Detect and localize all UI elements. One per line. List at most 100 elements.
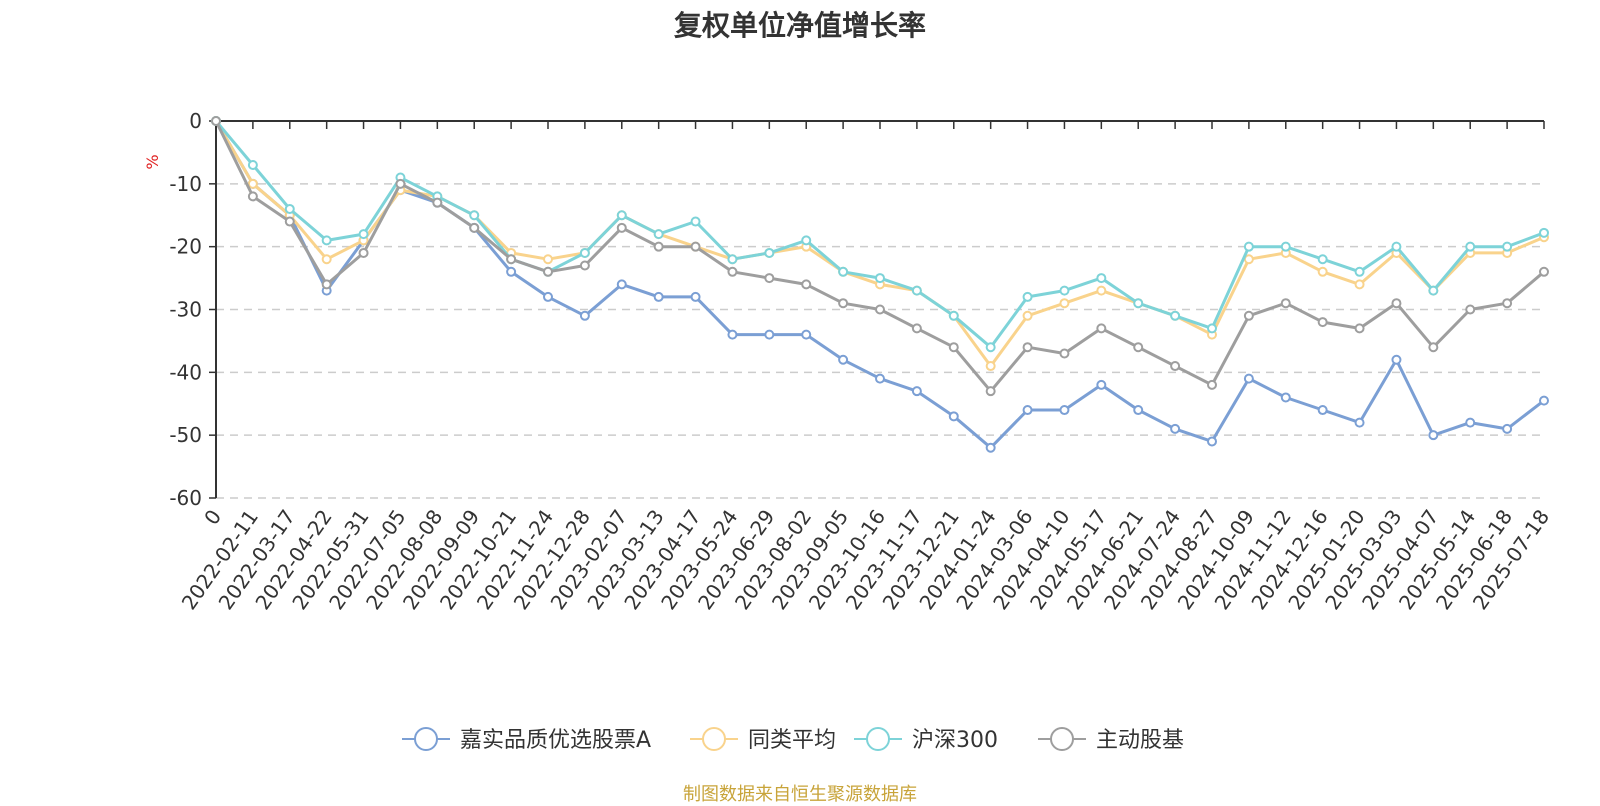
data-point	[1317, 266, 1328, 277]
data-point	[690, 241, 701, 252]
data-point	[1133, 298, 1144, 309]
data-point	[911, 285, 922, 296]
data-point	[948, 310, 959, 321]
legend-label: 沪深300	[912, 728, 998, 753]
data-point	[1243, 310, 1254, 321]
data-point	[1391, 354, 1402, 365]
data-point	[358, 229, 369, 240]
legend-item[interactable]: 嘉实品质优选股票A	[402, 727, 651, 753]
data-point	[985, 342, 996, 353]
data-point	[1096, 273, 1107, 284]
data-point	[985, 361, 996, 372]
data-point	[247, 178, 258, 189]
data-point	[1428, 342, 1439, 353]
data-point	[764, 273, 775, 284]
data-point	[616, 210, 627, 221]
data-point	[1465, 241, 1476, 252]
y-tick-label: 0	[189, 109, 202, 133]
data-point	[616, 222, 627, 233]
data-point	[1022, 405, 1033, 416]
data-point	[1317, 317, 1328, 328]
data-point	[801, 279, 812, 290]
data-point	[543, 266, 553, 277]
x-tick-label: 0	[199, 505, 226, 529]
data-point	[1317, 405, 1328, 416]
data-point	[1170, 423, 1181, 434]
data-point	[911, 323, 922, 334]
data-point	[727, 329, 738, 340]
y-tick-label: -20	[169, 235, 202, 259]
data-point	[469, 222, 480, 233]
data-point	[1280, 298, 1291, 309]
data-point	[247, 159, 258, 170]
data-point	[1059, 348, 1070, 359]
data-point	[838, 298, 849, 309]
y-axis-title: %	[143, 154, 162, 169]
data-point	[653, 229, 664, 240]
data-point	[801, 235, 812, 246]
data-point	[1428, 285, 1439, 296]
data-point	[1022, 310, 1033, 321]
data-point	[948, 411, 959, 422]
data-point	[764, 247, 775, 258]
data-point	[985, 442, 996, 453]
data-point	[469, 210, 480, 221]
data-point	[358, 247, 369, 258]
data-point	[838, 266, 849, 277]
legend-marker-icon	[414, 727, 438, 751]
legend-item[interactable]: 沪深300	[854, 727, 998, 753]
data-point	[1096, 285, 1107, 296]
data-point	[543, 291, 553, 302]
data-point	[1465, 304, 1476, 315]
series-line-3	[214, 120, 1545, 393]
data-point	[838, 354, 849, 365]
tick-labels: 0-10-20-30-40-50-6002022-02-112022-03-17…	[169, 109, 1554, 614]
data-point	[1243, 254, 1254, 265]
data-point	[321, 235, 332, 246]
data-point	[1502, 423, 1513, 434]
data-point	[284, 216, 295, 227]
data-point	[1428, 430, 1439, 441]
legend[interactable]: 嘉实品质优选股票A 同类平均 沪深300 主动股基	[402, 727, 1184, 753]
legend-item[interactable]: 主动股基	[1038, 727, 1184, 753]
data-point	[579, 247, 590, 258]
data-point	[432, 197, 443, 208]
y-tick-label: -30	[169, 298, 202, 322]
data-point	[948, 342, 959, 353]
data-point	[1354, 417, 1365, 428]
data-point	[1391, 298, 1402, 309]
series-lines	[211, 116, 1549, 453]
data-point	[1059, 298, 1070, 309]
legend-marker-icon	[1050, 727, 1074, 751]
source-note: 制图数据来自恒生聚源数据库	[683, 784, 917, 805]
data-point	[1059, 285, 1070, 296]
data-point	[579, 310, 590, 321]
data-point	[284, 203, 295, 214]
data-point	[1354, 266, 1365, 277]
data-point	[1059, 405, 1070, 416]
legend-label: 主动股基	[1096, 728, 1184, 753]
data-point	[1243, 241, 1254, 252]
data-point	[616, 279, 627, 290]
data-point	[1022, 342, 1033, 353]
data-point	[1207, 379, 1217, 390]
chart-title: 复权单位净值增长率	[673, 9, 926, 42]
data-point	[1502, 241, 1513, 252]
data-point	[395, 178, 406, 189]
data-point	[1539, 227, 1549, 238]
data-point	[1170, 310, 1181, 321]
y-tick-label: -40	[169, 360, 202, 384]
data-point	[1096, 323, 1107, 334]
axes: %	[143, 120, 1544, 498]
data-point	[1243, 373, 1254, 384]
series-line-1	[214, 120, 1545, 368]
legend-label: 嘉实品质优选股票A	[460, 728, 651, 753]
legend-item[interactable]: 同类平均	[690, 727, 836, 753]
data-point	[690, 216, 701, 227]
data-point	[1391, 241, 1402, 252]
data-point	[543, 254, 553, 265]
data-point	[875, 273, 885, 284]
legend-marker-icon	[866, 727, 890, 751]
data-point	[727, 266, 738, 277]
data-point	[1133, 342, 1144, 353]
